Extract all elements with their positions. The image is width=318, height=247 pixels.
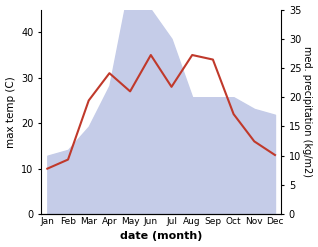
X-axis label: date (month): date (month)	[120, 231, 202, 242]
Y-axis label: max temp (C): max temp (C)	[5, 76, 16, 148]
Y-axis label: med. precipitation (kg/m2): med. precipitation (kg/m2)	[302, 46, 313, 177]
